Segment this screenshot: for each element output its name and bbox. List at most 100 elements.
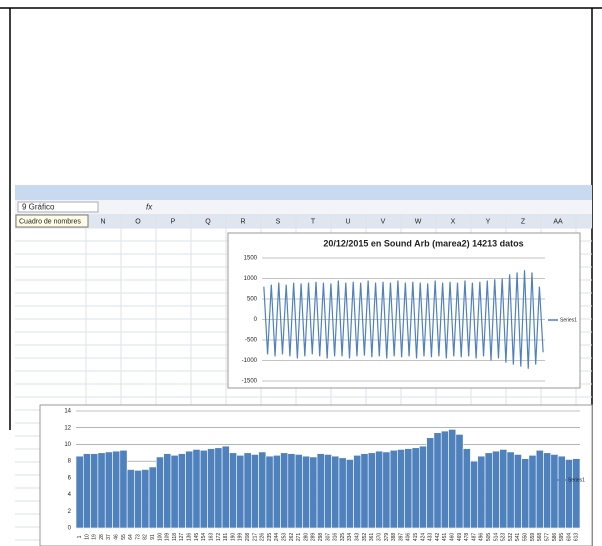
bar	[324, 454, 332, 529]
x-tick-label: 406	[406, 533, 412, 542]
x-tick-label: 1	[77, 535, 83, 538]
x-tick-label: 280	[303, 533, 309, 542]
x-tick-label: 235	[267, 533, 273, 542]
bar	[83, 453, 91, 529]
name-box[interactable]	[17, 201, 99, 213]
x-tick-label: 550	[523, 533, 529, 542]
bar	[214, 447, 223, 529]
bar	[185, 450, 194, 529]
x-tick-label: 190	[230, 533, 236, 542]
bar	[521, 458, 530, 529]
x-tick-label: 217	[252, 533, 258, 542]
bar	[243, 452, 252, 529]
x-tick-label: 388	[391, 533, 397, 542]
x-tick-label: 451	[442, 533, 448, 542]
y-tick-label: 4	[68, 492, 72, 498]
name-box-text: 9 Gráfico	[22, 203, 55, 212]
bar	[433, 432, 442, 529]
bar	[360, 453, 369, 529]
bar	[397, 449, 405, 529]
bar	[309, 456, 318, 529]
bar	[258, 451, 267, 529]
x-tick-label: 568	[537, 533, 543, 542]
x-tick-label: 460	[450, 533, 456, 542]
x-tick-label: 343	[355, 533, 361, 542]
legend-label: Series1	[568, 477, 585, 483]
bar	[440, 430, 449, 529]
column-header: P	[171, 218, 176, 225]
bar	[97, 452, 106, 529]
bar	[528, 454, 537, 529]
x-tick-label: 172	[216, 533, 222, 542]
column-header: V	[381, 218, 386, 225]
column-header: AA	[553, 218, 563, 225]
bar	[404, 448, 413, 529]
fx-button[interactable]: fx	[146, 203, 153, 212]
x-tick-label: 298	[318, 533, 324, 542]
bar	[163, 453, 172, 529]
bar	[492, 450, 500, 529]
bar	[221, 445, 230, 529]
column-header: Q	[205, 218, 211, 225]
column-header: S	[276, 218, 281, 225]
x-tick-label: 316	[333, 533, 339, 542]
bar	[75, 455, 84, 529]
column-header-bar	[15, 214, 592, 228]
y-tick-label: -500	[245, 338, 258, 344]
x-tick-label: 271	[296, 533, 302, 542]
bar	[345, 459, 354, 529]
x-tick-label: 64	[128, 534, 134, 540]
x-tick-label: 433	[428, 533, 434, 542]
bar	[331, 455, 340, 529]
y-tick-label: 8	[68, 459, 72, 465]
x-tick-label: 397	[398, 533, 404, 542]
x-tick-label: 55	[121, 534, 127, 540]
x-tick-label: 226	[260, 533, 266, 542]
y-tick-label: 2	[68, 509, 72, 515]
x-tick-label: 118	[172, 533, 178, 541]
x-tick-label: 487	[471, 533, 477, 542]
column-header: T	[311, 218, 316, 225]
x-tick-label: 613	[574, 533, 580, 542]
y-tick-label: 10	[64, 442, 71, 448]
x-tick-label: 505	[486, 533, 492, 542]
bar	[557, 455, 566, 529]
bar	[477, 455, 486, 529]
column-header: U	[345, 218, 350, 225]
bar	[375, 450, 384, 529]
bar	[411, 447, 420, 529]
bar	[426, 437, 435, 529]
x-tick-label: 586	[552, 533, 558, 542]
bar	[535, 449, 544, 529]
bar	[448, 429, 457, 529]
bar	[353, 454, 362, 529]
x-tick-label: 532	[508, 533, 514, 542]
column-header: W	[415, 218, 422, 225]
bar	[572, 458, 581, 529]
bar	[499, 449, 508, 529]
x-tick-label: 154	[201, 533, 207, 542]
column-header: Y	[486, 218, 491, 225]
x-tick-label: 100	[157, 533, 163, 542]
x-tick-label: 46	[114, 534, 120, 540]
x-tick-label: 577	[544, 533, 550, 542]
x-tick-label: 361	[369, 533, 375, 542]
x-tick-label: 145	[194, 533, 200, 542]
x-tick-label: 181	[223, 533, 229, 542]
x-tick-label: 262	[289, 533, 295, 542]
bar	[251, 454, 259, 529]
column-header: Z	[521, 218, 526, 225]
bar	[543, 452, 552, 529]
x-tick-label: 37	[106, 534, 112, 540]
x-tick-label: 595	[559, 533, 565, 542]
x-tick-label: 523	[501, 533, 507, 542]
x-tick-label: 334	[347, 533, 353, 542]
bar	[236, 454, 245, 529]
x-tick-label: 370	[376, 533, 382, 542]
bar	[470, 460, 479, 529]
quick-access-toolbar	[15, 185, 592, 200]
x-tick-label: 91	[150, 534, 156, 540]
bar	[141, 469, 150, 529]
bar	[294, 454, 303, 529]
x-tick-label: 127	[179, 533, 185, 542]
